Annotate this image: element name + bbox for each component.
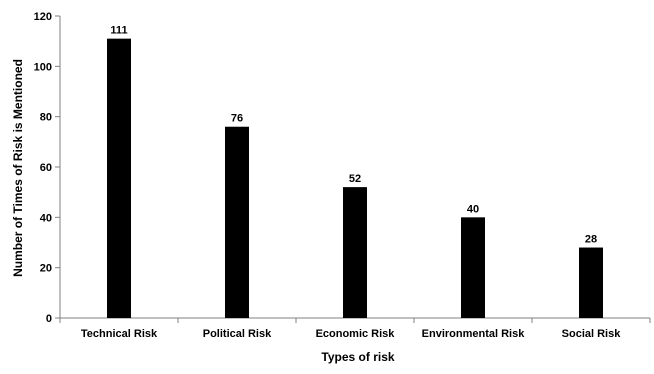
- category-label: Political Risk: [203, 328, 272, 340]
- category-label: Environmental Risk: [422, 328, 526, 340]
- data-label: 76: [231, 113, 243, 125]
- y-tick-label: 80: [40, 112, 52, 124]
- data-label: 40: [467, 203, 479, 215]
- bar: [343, 187, 367, 318]
- bar: [225, 126, 249, 318]
- y-tick-label: 40: [40, 212, 52, 224]
- bar: [107, 38, 131, 319]
- y-tick-label: 20: [40, 263, 52, 275]
- category-label: Economic Risk: [316, 328, 396, 340]
- data-label: 111: [110, 25, 127, 37]
- x-axis-ticks: [59, 318, 651, 323]
- data-labels: 111 76 52 40 28: [110, 25, 597, 246]
- bar: [579, 247, 603, 318]
- y-tick-label: 0: [46, 313, 52, 325]
- bar: [461, 217, 485, 318]
- x-axis-title: Types of risk: [321, 350, 394, 364]
- y-axis-ticks: 0 20 40 60 80 100 120: [34, 11, 60, 325]
- bars: [107, 38, 603, 319]
- category-label: Technical Risk: [81, 328, 158, 340]
- y-tick-label: 120: [34, 11, 52, 23]
- data-label: 28: [585, 234, 597, 246]
- data-label: 52: [349, 173, 361, 185]
- category-labels: Technical Risk Political Risk Economic Ris…: [81, 328, 621, 340]
- y-axis-title: Number of Times of Risk is Mentioned: [11, 59, 25, 277]
- y-tick-label: 100: [34, 61, 52, 73]
- y-tick-label: 60: [40, 162, 52, 174]
- category-label: Social Risk: [562, 328, 622, 340]
